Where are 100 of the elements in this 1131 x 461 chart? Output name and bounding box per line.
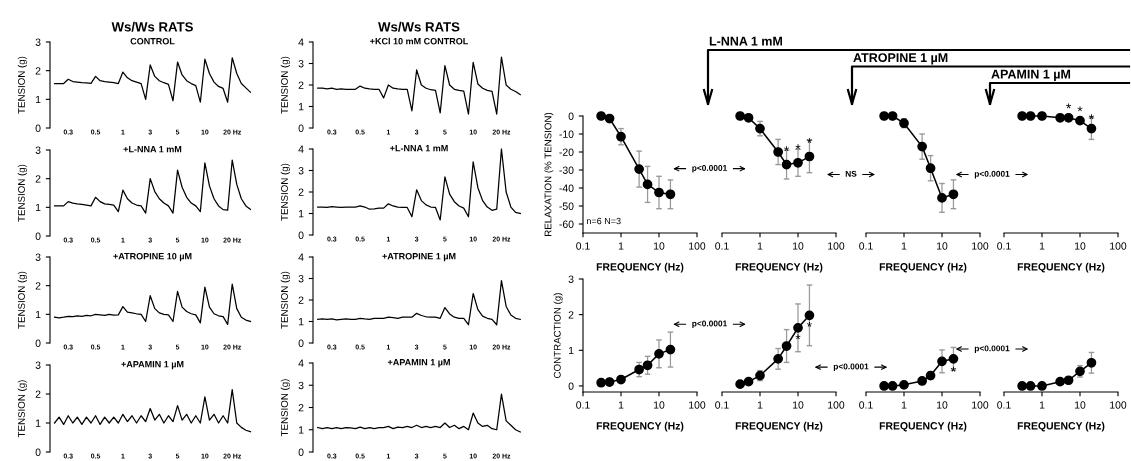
y-tick-label: 1	[298, 103, 304, 111]
chart-title: APAMIN 1 µM	[991, 69, 1071, 81]
text: n=6 N=3	[587, 217, 621, 225]
x-tick-label: 10	[937, 242, 948, 250]
annotation: *	[1066, 103, 1072, 109]
line-series	[317, 393, 521, 433]
y-tick-label: 3	[35, 253, 41, 261]
y-tick-label: 2	[35, 282, 41, 290]
annotation: *	[950, 366, 956, 372]
y-tick-label: 1	[298, 210, 304, 218]
annotation: *	[1077, 106, 1083, 112]
y-tick-label: 3	[568, 275, 574, 283]
x-tick-label: 0.1	[715, 401, 729, 409]
y-tick-label: 2	[298, 296, 304, 304]
x-tick-label: 100	[972, 401, 989, 409]
y-tick-label: 3	[35, 38, 41, 46]
chart-title: Ws/Ws RATS	[111, 21, 193, 32]
line-series	[53, 283, 252, 325]
x-tick-label: 100	[828, 401, 845, 409]
y-tick-label: 3	[298, 60, 304, 68]
x-axis-title: FREQUENCY (Hz)	[735, 421, 823, 432]
x-tick-label: 0.1	[997, 401, 1011, 409]
y-tick-label: 4	[298, 145, 304, 153]
y-tick-label: 0	[298, 124, 304, 132]
y-tick-label: 2	[568, 311, 574, 319]
y-tick-label: 2	[298, 81, 304, 89]
x-tick-label: 1	[1039, 242, 1045, 250]
y-tick-label: 0	[298, 339, 304, 347]
annotation: *	[806, 321, 812, 327]
x-axis-title: FREQUENCY (Hz)	[1017, 262, 1105, 273]
line-series	[317, 56, 521, 115]
y-axis-title: TENSION (g)	[17, 164, 27, 222]
x-tick-label: 100	[1110, 242, 1127, 250]
y-tick-label: 2	[35, 390, 41, 398]
y-axis-title: TENSION (g)	[17, 380, 27, 438]
line-series	[53, 57, 252, 103]
y-tick-label: 0	[568, 112, 574, 120]
x-tick-label: 1	[901, 401, 907, 409]
y-tick-label: -60	[559, 220, 574, 228]
y-tick-label: -20	[559, 148, 574, 156]
x-tick-label: 100	[1110, 401, 1127, 409]
y-tick-label: 2	[298, 404, 304, 412]
line-series	[317, 280, 521, 326]
y-tick-label: -40	[559, 184, 574, 192]
y-axis-title: TENSION (g)	[280, 379, 290, 437]
x-axis-title: FREQUENCY (Hz)	[596, 262, 684, 273]
x-tick-label: 0.1	[715, 242, 729, 250]
x-tick-label: 1	[757, 242, 763, 250]
y-tick-label: 1	[35, 95, 41, 104]
x-tick-label: 1	[757, 401, 763, 409]
y-tick-label: 4	[298, 38, 304, 46]
x-axis-title: FREQUENCY (Hz)	[596, 421, 684, 432]
line-series	[53, 389, 252, 433]
annotation: *	[784, 146, 790, 152]
y-tick-label: 1	[35, 203, 41, 212]
chart-subtitle: CONTROL	[130, 38, 175, 45]
y-tick-label: 0	[298, 448, 304, 456]
x-tick-label: 100	[828, 242, 845, 250]
y-tick-label: 3	[35, 361, 41, 369]
x-tick-label: 1	[1039, 401, 1045, 409]
x-tick-label: 0.1	[997, 242, 1011, 250]
x-tick-label: 1	[618, 242, 624, 250]
annotation: *	[1088, 114, 1094, 120]
chart-subtitle: +APAMIN 1 µM	[121, 361, 184, 370]
y-tick-label: 3	[298, 381, 304, 390]
x-axis-title: FREQUENCY (Hz)	[735, 262, 823, 273]
x-tick-label: 0.1	[859, 242, 873, 250]
y-tick-label: 1	[35, 419, 41, 427]
x-tick-label: 10	[654, 401, 665, 409]
x-tick-label: 0.1	[859, 401, 873, 409]
line-series	[53, 159, 252, 214]
annotation: *	[795, 334, 801, 340]
x-tick-label: 10	[1075, 401, 1086, 409]
chart-subtitle: +KCl 10 mM CONTROL	[370, 37, 469, 45]
annotation: p<0.0001	[692, 320, 727, 329]
y-tick-label: 3	[35, 146, 41, 154]
x-tick-label: 1	[618, 401, 624, 409]
y-tick-label: 0	[35, 232, 41, 240]
y-tick-label: 0	[568, 382, 574, 390]
y-tick-label: 4	[298, 359, 304, 367]
y-axis-title: TENSION (g)	[17, 56, 27, 114]
y-axis-title: RELAXATION (% TENSION)	[544, 112, 554, 236]
y-axis-title: TENSION (g)	[17, 271, 27, 329]
annotation: p<0.0001	[974, 170, 1010, 179]
chart-subtitle: +L-NNA 1 mM	[390, 145, 448, 152]
chart-subtitle: +ATROPINE 10 µM	[113, 253, 192, 262]
y-tick-label: 1	[298, 426, 304, 434]
y-tick-label: 2	[35, 175, 41, 183]
y-tick-label: 4	[298, 253, 304, 261]
y-tick-label: 0	[35, 448, 41, 456]
chart-subtitle: +APAMIN 1 µM	[387, 359, 450, 368]
annotation: p<0.0001	[692, 164, 727, 173]
x-tick-label: 10	[793, 401, 804, 409]
annotation: *	[806, 138, 812, 143]
y-tick-label: -10	[559, 130, 574, 138]
y-tick-label: 0	[35, 339, 41, 347]
y-tick-label: -30	[559, 166, 574, 174]
x-tick-label: 0.1	[576, 242, 590, 250]
x-tick-label: 10	[937, 401, 948, 409]
chart-title: ATROPINE 1 µM	[853, 53, 948, 65]
